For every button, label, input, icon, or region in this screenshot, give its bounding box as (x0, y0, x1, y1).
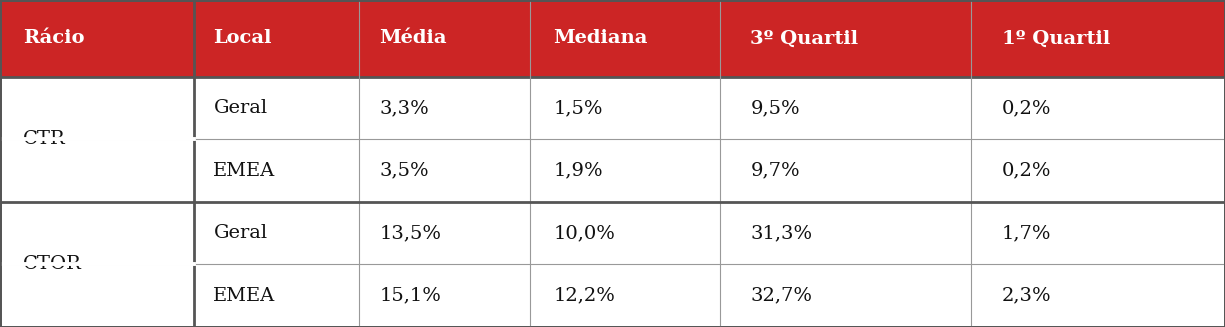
Bar (720, 77, 971, 139)
Bar (720, 0, 971, 77)
Bar (720, 265, 971, 327)
Text: 3,5%: 3,5% (380, 162, 429, 180)
Bar (530, 77, 720, 139)
Bar (530, 139, 720, 202)
Text: Mediana: Mediana (554, 29, 648, 47)
Bar (971, 202, 1225, 265)
Text: Geral: Geral (213, 224, 267, 242)
Bar (194, 265, 359, 327)
Text: CTOR: CTOR (23, 255, 82, 273)
Bar (971, 139, 1225, 202)
Text: 10,0%: 10,0% (554, 224, 615, 242)
Bar (971, 265, 1225, 327)
Bar (359, 77, 530, 139)
Bar (530, 265, 720, 327)
Text: 3,3%: 3,3% (380, 99, 429, 117)
Bar (194, 0, 359, 77)
Bar (0, 77, 194, 202)
Text: Rácio: Rácio (23, 29, 85, 47)
Text: 9,5%: 9,5% (751, 99, 800, 117)
Bar (720, 139, 971, 202)
Bar (359, 265, 530, 327)
Bar (720, 202, 971, 265)
Bar (530, 202, 720, 265)
Text: 1,9%: 1,9% (554, 162, 603, 180)
Text: 9,7%: 9,7% (751, 162, 800, 180)
Text: 0,2%: 0,2% (1002, 162, 1051, 180)
Text: 32,7%: 32,7% (751, 287, 812, 305)
Bar (971, 0, 1225, 77)
Bar (0, 202, 194, 327)
Bar (971, 77, 1225, 139)
Text: CTR: CTR (23, 130, 66, 148)
Text: Local: Local (213, 29, 272, 47)
Bar (194, 77, 359, 139)
Bar (530, 0, 720, 77)
Text: 1,5%: 1,5% (554, 99, 603, 117)
Text: 3º Quartil: 3º Quartil (751, 29, 859, 47)
Text: 2,3%: 2,3% (1002, 287, 1051, 305)
Text: 1º Quartil: 1º Quartil (1002, 29, 1110, 47)
Bar (359, 202, 530, 265)
Bar (359, 139, 530, 202)
Text: 31,3%: 31,3% (751, 224, 812, 242)
Bar (194, 139, 359, 202)
Text: 13,5%: 13,5% (380, 224, 441, 242)
Text: 1,7%: 1,7% (1002, 224, 1051, 242)
Text: Média: Média (380, 29, 447, 47)
Text: EMEA: EMEA (213, 162, 276, 180)
Bar (359, 0, 530, 77)
Text: 0,2%: 0,2% (1002, 99, 1051, 117)
Bar (0, 0, 194, 77)
Bar (194, 202, 359, 265)
Text: Geral: Geral (213, 99, 267, 117)
Text: 15,1%: 15,1% (380, 287, 441, 305)
Text: 12,2%: 12,2% (554, 287, 615, 305)
Text: EMEA: EMEA (213, 287, 276, 305)
